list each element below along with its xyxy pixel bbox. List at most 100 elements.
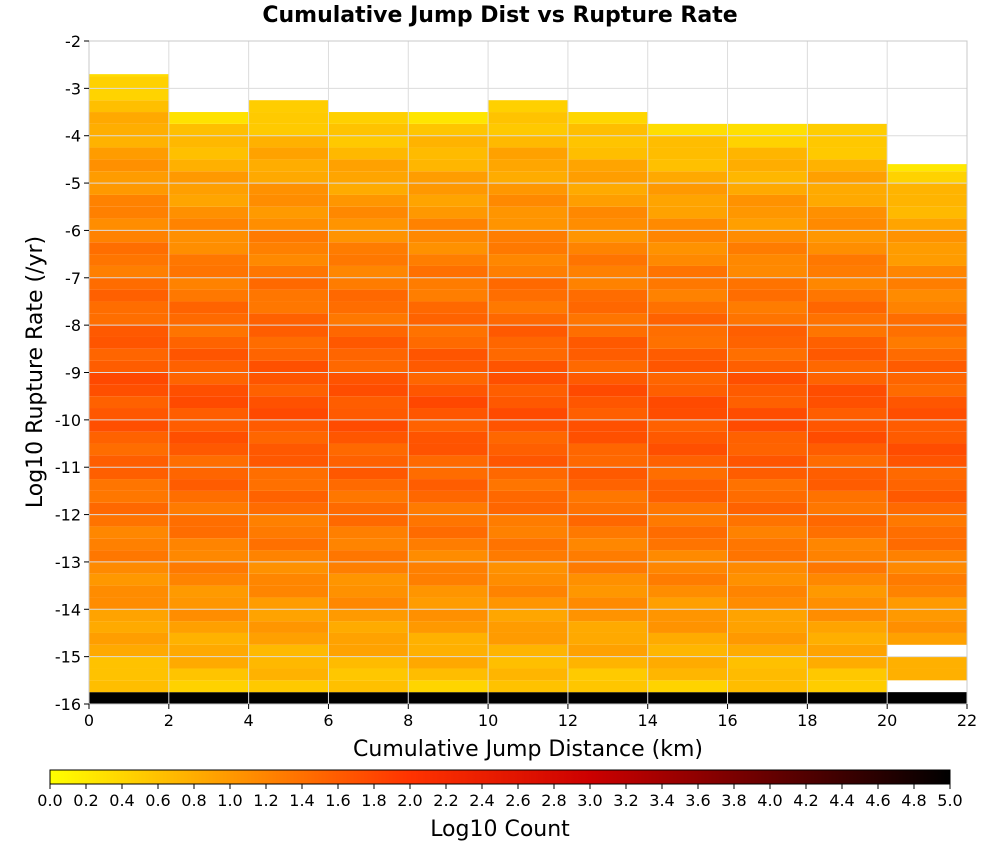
- heatmap-cell: [408, 194, 489, 207]
- colorbar-tick-label: 5.0: [937, 791, 962, 810]
- heatmap-cell: [488, 597, 568, 610]
- heatmap-cell: [248, 467, 329, 480]
- heatmap-cell: [328, 372, 409, 385]
- heatmap-cell: [328, 301, 409, 314]
- heatmap-cell: [328, 348, 409, 361]
- heatmap-cell: [328, 360, 409, 373]
- heatmap-cell: [887, 230, 967, 243]
- heatmap-cell: [89, 183, 169, 195]
- heatmap-cell: [807, 443, 888, 456]
- heatmap-cell: [408, 455, 489, 468]
- heatmap-cell: [89, 277, 169, 290]
- heatmap-cell: [89, 218, 169, 231]
- heatmap-cell: [727, 135, 808, 148]
- heatmap-cell: [567, 621, 648, 633]
- heatmap-cell: [488, 656, 568, 669]
- heatmap-cell: [168, 514, 249, 527]
- heatmap-cell: [887, 289, 967, 302]
- heatmap-cell: [567, 242, 648, 255]
- heatmap-cell: [727, 443, 808, 456]
- heatmap-cell: [727, 561, 808, 574]
- heatmap-cell: [727, 348, 808, 361]
- heatmap-cell: [248, 680, 329, 693]
- heatmap-cell: [248, 609, 329, 622]
- heatmap-cell: [328, 419, 409, 432]
- heatmap-cell: [168, 325, 249, 337]
- heatmap-cell: [248, 585, 329, 598]
- heatmap-cell: [887, 206, 967, 219]
- heatmap-cell: [248, 277, 329, 290]
- heatmap-cell: [328, 609, 409, 622]
- heatmap-cell: [248, 396, 329, 409]
- heatmap-cell: [488, 360, 568, 373]
- heatmap-cell: [887, 538, 967, 551]
- heatmap-cell: [168, 561, 249, 574]
- heatmap-cell: [168, 112, 249, 124]
- heatmap-cell: [488, 692, 568, 704]
- heatmap-cell: [89, 443, 169, 456]
- heatmap-cell: [727, 123, 808, 136]
- heatmap-cell: [727, 431, 808, 444]
- heatmap-cell: [647, 301, 728, 314]
- heatmap-cell: [168, 621, 249, 633]
- heatmap-cell: [647, 242, 728, 255]
- heatmap-cell: [168, 490, 249, 503]
- heatmap-cell: [488, 218, 568, 231]
- y-tick-label: -2: [65, 32, 81, 51]
- heatmap-cell: [488, 147, 568, 160]
- heatmap-cell: [887, 443, 967, 456]
- heatmap-cell: [647, 526, 728, 539]
- heatmap-cell: [328, 313, 409, 326]
- heatmap-cell: [647, 230, 728, 243]
- y-tick-label: -4: [65, 127, 81, 146]
- x-tick-label: 18: [797, 711, 817, 730]
- heatmap-cell: [807, 123, 888, 136]
- heatmap-cell: [168, 206, 249, 219]
- heatmap-cell: [488, 230, 568, 243]
- heatmap-cell: [807, 206, 888, 219]
- heatmap-cell: [328, 526, 409, 539]
- colorbar-tick-label: 2.0: [397, 791, 422, 810]
- heatmap-cell: [488, 680, 568, 693]
- heatmap-cell: [328, 621, 409, 633]
- heatmap-cell: [567, 609, 648, 622]
- heatmap-cell: [408, 242, 489, 255]
- heatmap-cell: [328, 538, 409, 551]
- heatmap-cell: [89, 147, 169, 160]
- heatmap-cell: [887, 668, 967, 681]
- heatmap-cell: [89, 112, 169, 124]
- heatmap-cell: [89, 242, 169, 255]
- heatmap-cell: [168, 183, 249, 195]
- heatmap-cell: [727, 206, 808, 219]
- heatmap-cell: [727, 419, 808, 432]
- heatmap-cell: [248, 526, 329, 539]
- heatmap-cell: [248, 194, 329, 207]
- heatmap-cell: [887, 183, 967, 195]
- heatmap-cell: [727, 490, 808, 503]
- heatmap-cell: [727, 514, 808, 527]
- heatmap-cell: [488, 609, 568, 622]
- heatmap-cell: [567, 550, 648, 562]
- heatmap-cell: [727, 183, 808, 195]
- heatmap-cell: [408, 621, 489, 633]
- heatmap-cell: [408, 632, 489, 645]
- heatmap-cell: [89, 396, 169, 409]
- colorbar-tick-label: 2.4: [469, 791, 494, 810]
- heatmap-cell: [408, 656, 489, 669]
- heatmap-cell: [89, 561, 169, 574]
- heatmap-cell: [807, 265, 888, 278]
- x-tick-label: 12: [558, 711, 578, 730]
- heatmap-cell: [89, 254, 169, 266]
- heatmap-cell: [567, 455, 648, 468]
- heatmap-cell: [168, 538, 249, 551]
- heatmap-cell: [248, 265, 329, 278]
- heatmap-cell: [89, 632, 169, 645]
- heatmap-cell: [89, 171, 169, 184]
- heatmap-cell: [168, 123, 249, 136]
- heatmap-cell: [727, 573, 808, 586]
- heatmap-cell: [807, 171, 888, 184]
- heatmap-cell: [567, 692, 648, 704]
- heatmap-cell: [89, 467, 169, 480]
- heatmap-cell: [248, 514, 329, 527]
- heatmap-cell: [807, 325, 888, 337]
